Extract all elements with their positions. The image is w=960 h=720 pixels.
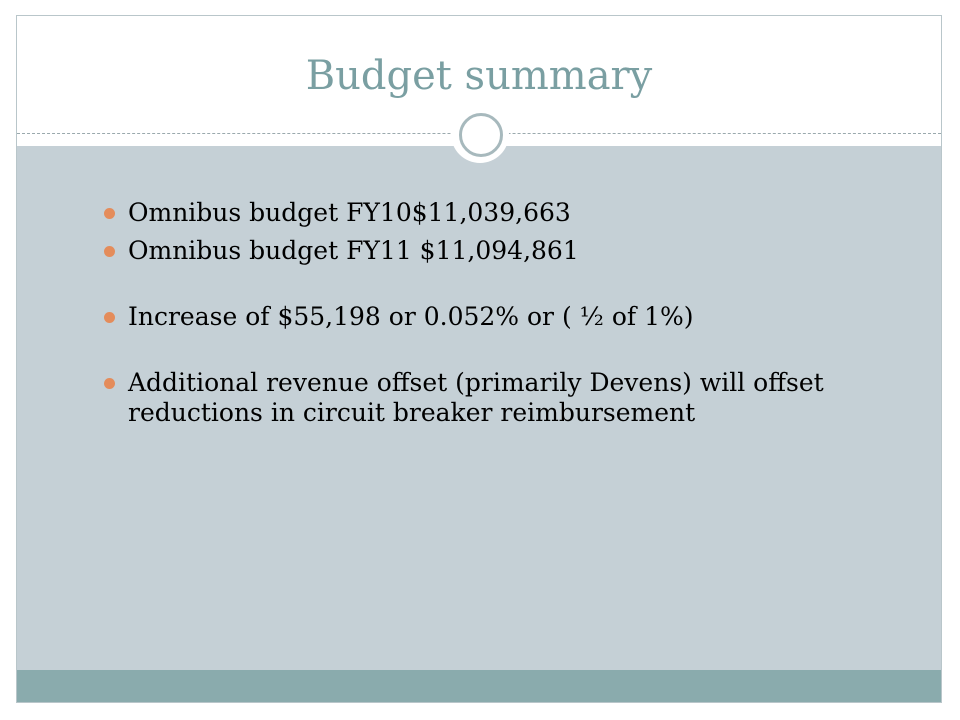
bullet-text: Omnibus budget FY11 $11,094,861 bbox=[128, 236, 579, 265]
bullet-text: Omnibus budget FY10$11,039,663 bbox=[128, 198, 571, 227]
bullet-dot-icon bbox=[104, 208, 115, 219]
circle-ring-icon bbox=[459, 113, 503, 157]
bullet-dot-icon bbox=[104, 378, 115, 389]
bullet-dot-icon bbox=[104, 246, 115, 257]
bullet-dot-icon bbox=[104, 312, 115, 323]
footer-bar bbox=[17, 670, 941, 702]
bullet-item: Additional revenue offset (primarily Dev… bbox=[104, 368, 884, 428]
bullet-text: Additional revenue offset (primarily Dev… bbox=[128, 368, 824, 427]
bullet-item: Omnibus budget FY11 $11,094,861 bbox=[104, 236, 884, 266]
bullet-list: Omnibus budget FY10$11,039,663 Omnibus b… bbox=[104, 198, 884, 428]
bullet-item: Increase of $55,198 or 0.052% or ( ½ of … bbox=[104, 302, 884, 332]
bullet-item: Omnibus budget FY10$11,039,663 bbox=[104, 198, 884, 228]
content-panel bbox=[17, 146, 941, 670]
slide-title: Budget summary bbox=[305, 53, 653, 99]
bullet-text: Increase of $55,198 or 0.052% or ( ½ of … bbox=[128, 302, 694, 331]
decorative-circle-icon bbox=[451, 105, 509, 163]
